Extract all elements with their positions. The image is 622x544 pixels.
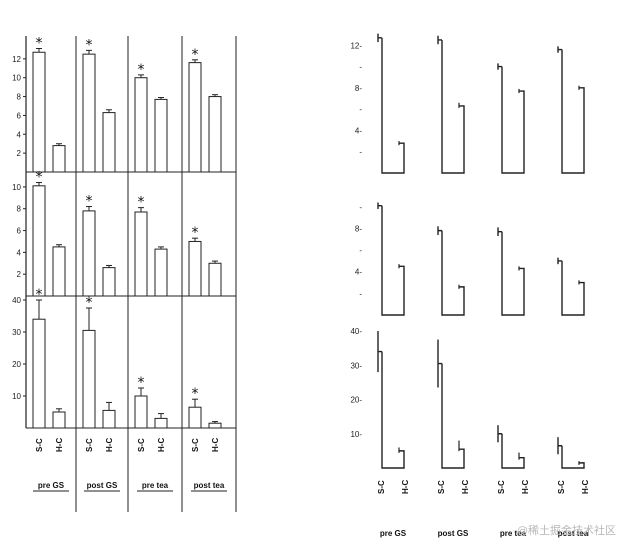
left-y-tick-label: 6 bbox=[17, 227, 22, 236]
right-outline-bar-pair bbox=[378, 205, 405, 316]
right-y-tick-label: - bbox=[359, 289, 362, 298]
left-group-label: pre GS bbox=[38, 481, 65, 490]
right-category-label: H-C bbox=[461, 480, 470, 494]
right-outline-bar-pair bbox=[438, 39, 465, 174]
right-y-tick-label: 12- bbox=[350, 41, 362, 50]
left-category-label: S-C bbox=[35, 438, 44, 452]
right-category-label: S-C bbox=[557, 480, 566, 494]
right-group-label: pre tea bbox=[500, 529, 527, 538]
left-y-tick-label: 30 bbox=[12, 328, 21, 337]
left-y-tick-label: 12 bbox=[12, 55, 21, 64]
left-category-label: S-C bbox=[191, 438, 200, 452]
right-outline-bar-pair bbox=[498, 65, 525, 174]
left-y-tick-label: 8 bbox=[17, 205, 22, 214]
left-significance-marker: * bbox=[36, 287, 43, 303]
left-y-tick-label: 2 bbox=[17, 149, 22, 158]
left-y-tick-label: 8 bbox=[17, 93, 22, 102]
left-significance-marker: * bbox=[192, 225, 199, 241]
left-category-label: H-C bbox=[157, 438, 166, 452]
right-y-tick-label: 8- bbox=[355, 84, 362, 93]
left-significance-marker: * bbox=[86, 37, 93, 53]
right-y-tick-label: 30- bbox=[350, 361, 362, 370]
right-category-label: H-C bbox=[401, 480, 410, 494]
right-group-label: post tea bbox=[558, 529, 589, 538]
right-group-label: pre GS bbox=[380, 529, 407, 538]
left-y-tick-label: 4 bbox=[17, 248, 22, 257]
right-y-tick-label: 8- bbox=[355, 224, 362, 233]
left-y-tick-label: 6 bbox=[17, 111, 22, 120]
right-y-tick-label: - bbox=[359, 63, 362, 72]
left-significance-marker: * bbox=[36, 170, 43, 186]
right-y-tick-label: 4- bbox=[355, 268, 362, 277]
left-y-tick-label: 40 bbox=[12, 296, 21, 305]
left-category-label: S-C bbox=[137, 438, 146, 452]
right-category-label: H-C bbox=[521, 480, 530, 494]
left-significance-marker: * bbox=[86, 194, 93, 210]
right-y-tick-label: - bbox=[359, 148, 362, 157]
right-group-label: post GS bbox=[438, 529, 469, 538]
left-significance-marker: * bbox=[192, 386, 199, 402]
right-y-tick-label: 40- bbox=[350, 327, 362, 336]
right-category-label: S-C bbox=[377, 480, 386, 494]
left-y-tick-label: 10 bbox=[12, 392, 21, 401]
left-significance-marker: * bbox=[36, 35, 43, 51]
left-significance-marker: * bbox=[192, 47, 199, 63]
right-outline-bar-pair bbox=[438, 362, 465, 469]
left-y-tick-label: 10 bbox=[12, 74, 21, 83]
right-outline-bar-pair bbox=[558, 260, 585, 316]
left-significance-marker: * bbox=[138, 62, 145, 78]
right-outline-bar-pair bbox=[378, 350, 405, 469]
right-category-label: H-C bbox=[581, 480, 590, 494]
right-outline-bar-pair bbox=[558, 48, 585, 174]
left-group-label: pre tea bbox=[142, 481, 169, 490]
left-significance-marker: * bbox=[138, 195, 145, 211]
right-y-tick-label: - bbox=[359, 105, 362, 114]
right-y-tick-label: 4- bbox=[355, 126, 362, 135]
right-y-tick-label: - bbox=[359, 203, 362, 212]
right-outline-bar-pair bbox=[378, 37, 405, 174]
right-category-label: S-C bbox=[437, 480, 446, 494]
left-y-tick-label: 10 bbox=[12, 183, 21, 192]
left-significance-marker: * bbox=[138, 375, 145, 391]
watermark-text: @稀土掘金技术社区 bbox=[517, 524, 616, 537]
left-y-tick-label: 20 bbox=[12, 360, 21, 369]
right-outline-bar-pair bbox=[498, 433, 525, 469]
left-significance-marker: * bbox=[86, 295, 93, 311]
left-y-tick-label: 2 bbox=[17, 270, 22, 279]
left-category-label: H-C bbox=[211, 438, 220, 452]
right-y-tick-label: - bbox=[359, 246, 362, 255]
right-outline-bar-pair bbox=[498, 231, 525, 316]
right-outline-bar-pair bbox=[558, 445, 585, 469]
right-category-label: S-C bbox=[497, 480, 506, 494]
left-y-tick-label: 4 bbox=[17, 130, 22, 139]
left-category-label: H-C bbox=[55, 438, 64, 452]
left-category-label: H-C bbox=[105, 438, 114, 452]
right-outline-bar-pair bbox=[438, 229, 465, 316]
right-y-tick-label: 20- bbox=[350, 396, 362, 405]
left-category-label: S-C bbox=[85, 438, 94, 452]
left-group-label: post tea bbox=[194, 481, 225, 490]
right-y-tick-label: 10- bbox=[350, 430, 362, 439]
left-group-label: post GS bbox=[87, 481, 118, 490]
